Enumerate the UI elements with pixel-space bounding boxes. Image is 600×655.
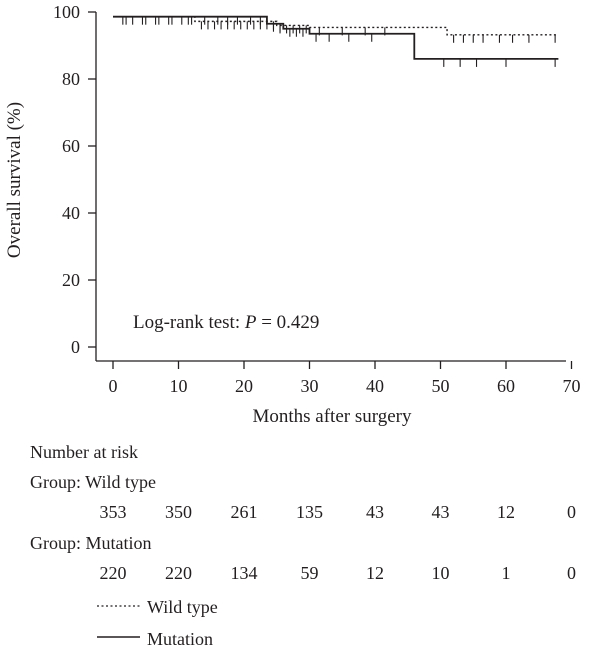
risk-table: Number at risk Group: Wild type 353 350 26… <box>30 442 576 583</box>
risk-count: 0 <box>567 563 576 583</box>
y-axis-title: Overall survival (%) <box>4 102 25 258</box>
risk-group-label-mutation: Group: Mutation <box>30 533 152 553</box>
risk-count: 135 <box>296 502 323 522</box>
x-tick-label: 20 <box>235 376 253 396</box>
legend: Wild type Mutation <box>97 597 218 649</box>
risk-count: 353 <box>100 502 127 522</box>
x-tick-label: 40 <box>366 376 384 396</box>
risk-count: 43 <box>366 502 384 522</box>
risk-count: 350 <box>165 502 192 522</box>
x-tick-label: 30 <box>301 376 319 396</box>
risk-group-label-wild-type: Group: Wild type <box>30 472 156 492</box>
legend-label-mutation: Mutation <box>147 629 213 649</box>
y-tick-label: 20 <box>62 270 80 290</box>
x-tick-label: 60 <box>497 376 515 396</box>
annotation-p: P <box>244 312 257 333</box>
annotation-suffix: = 0.429 <box>256 312 319 333</box>
y-tick-label: 100 <box>53 2 80 22</box>
curve-mutation <box>113 15 559 60</box>
risk-count: 220 <box>165 563 192 583</box>
y-tick-label: 0 <box>71 337 80 357</box>
x-tick-label: 50 <box>432 376 450 396</box>
survival-curves <box>113 15 559 67</box>
risk-count: 1 <box>502 563 511 583</box>
log-rank-annotation: Log-rank test: P = 0.429 <box>133 312 319 333</box>
annotation-prefix: Log-rank test: <box>133 312 245 333</box>
legend-label-wild-type: Wild type <box>147 597 218 617</box>
risk-count: 12 <box>497 502 515 522</box>
risk-row-mutation: 220 220 134 59 12 10 1 0 <box>100 563 577 583</box>
x-axis: 0 10 20 30 40 50 60 70 <box>95 347 581 396</box>
risk-row-wild-type: 353 350 261 135 43 43 12 0 <box>100 502 577 522</box>
x-axis-title: Months after surgery <box>252 406 412 427</box>
y-tick-label: 80 <box>62 69 80 89</box>
risk-count: 261 <box>231 502 258 522</box>
x-tick-label: 70 <box>563 376 581 396</box>
y-tick-label: 60 <box>62 136 80 156</box>
risk-count: 10 <box>432 563 450 583</box>
risk-count: 59 <box>301 563 319 583</box>
y-axis: 0 20 40 60 80 100 <box>53 2 97 357</box>
risk-count: 12 <box>366 563 384 583</box>
risk-count: 134 <box>231 563 258 583</box>
risk-count: 220 <box>100 563 127 583</box>
x-tick-label: 0 <box>109 376 118 396</box>
risk-table-heading: Number at risk <box>30 442 138 462</box>
x-tick-label: 10 <box>170 376 188 396</box>
risk-count: 0 <box>567 502 576 522</box>
curve-wild-type <box>113 15 559 36</box>
y-tick-label: 40 <box>62 203 80 223</box>
risk-count: 43 <box>432 502 450 522</box>
